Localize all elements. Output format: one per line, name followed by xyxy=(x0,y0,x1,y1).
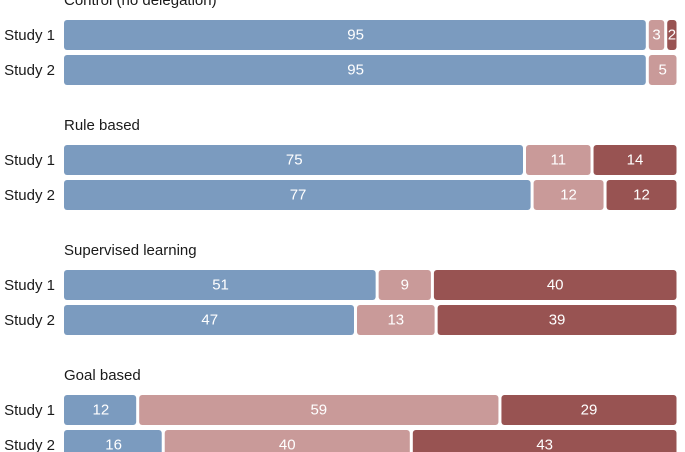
data-label: 95 xyxy=(347,27,364,44)
bar-segment xyxy=(412,430,677,452)
row-label: Study 2 xyxy=(4,62,55,79)
data-label: 29 xyxy=(581,402,598,419)
bar-segment xyxy=(64,180,531,210)
bar-segment xyxy=(378,270,431,300)
data-label: 77 xyxy=(290,187,307,204)
data-label: 12 xyxy=(92,402,109,419)
group-title: Goal based xyxy=(64,367,141,384)
bar-segment xyxy=(64,305,354,335)
row-label: Study 1 xyxy=(4,152,55,169)
data-label: 43 xyxy=(536,437,553,452)
group-title: Control (no delegation) xyxy=(64,0,217,9)
bar-segment xyxy=(64,270,376,300)
data-label: 59 xyxy=(310,402,327,419)
data-label: 13 xyxy=(387,312,404,329)
bar-segment xyxy=(139,395,499,425)
data-label: 2 xyxy=(668,27,676,44)
bar-segment xyxy=(593,145,677,175)
bar-segment xyxy=(501,395,677,425)
bar-segment xyxy=(667,20,677,50)
data-label: 40 xyxy=(279,437,296,452)
group-title: Supervised learning xyxy=(64,242,197,259)
bar-segment xyxy=(64,55,646,85)
row-label: Study 2 xyxy=(4,187,55,204)
bar-segment xyxy=(356,305,435,335)
data-label: 40 xyxy=(547,277,564,294)
data-label: 51 xyxy=(212,277,229,294)
data-label: 14 xyxy=(627,152,644,169)
bar-segment xyxy=(64,430,162,452)
data-label: 3 xyxy=(652,27,660,44)
data-label: 11 xyxy=(550,152,566,169)
bar-segment xyxy=(648,20,665,50)
data-label: 5 xyxy=(658,62,666,79)
row-label: Study 2 xyxy=(4,437,55,452)
data-label: 12 xyxy=(560,187,577,204)
bar-segment xyxy=(606,180,677,210)
bar-segment xyxy=(64,145,523,175)
bar-segment xyxy=(533,180,604,210)
bar-segment xyxy=(433,270,677,300)
data-label: 16 xyxy=(105,437,122,452)
bar-segment xyxy=(648,55,677,85)
data-label: 75 xyxy=(286,152,303,169)
data-label: 12 xyxy=(633,187,650,204)
row-label: Study 2 xyxy=(4,312,55,329)
row-label: Study 1 xyxy=(4,27,55,44)
row-label: Study 1 xyxy=(4,277,55,294)
row-label: Study 1 xyxy=(4,402,55,419)
bar-segment xyxy=(437,305,677,335)
bar-segment xyxy=(526,145,591,175)
data-label: 39 xyxy=(549,312,566,329)
data-label: 47 xyxy=(201,312,218,329)
data-label: 95 xyxy=(347,62,364,79)
group-title: Rule based xyxy=(64,117,140,134)
bar-segment xyxy=(64,20,646,50)
bar-segment xyxy=(164,430,410,452)
bar-segment xyxy=(64,395,137,425)
data-label: 9 xyxy=(401,277,409,294)
